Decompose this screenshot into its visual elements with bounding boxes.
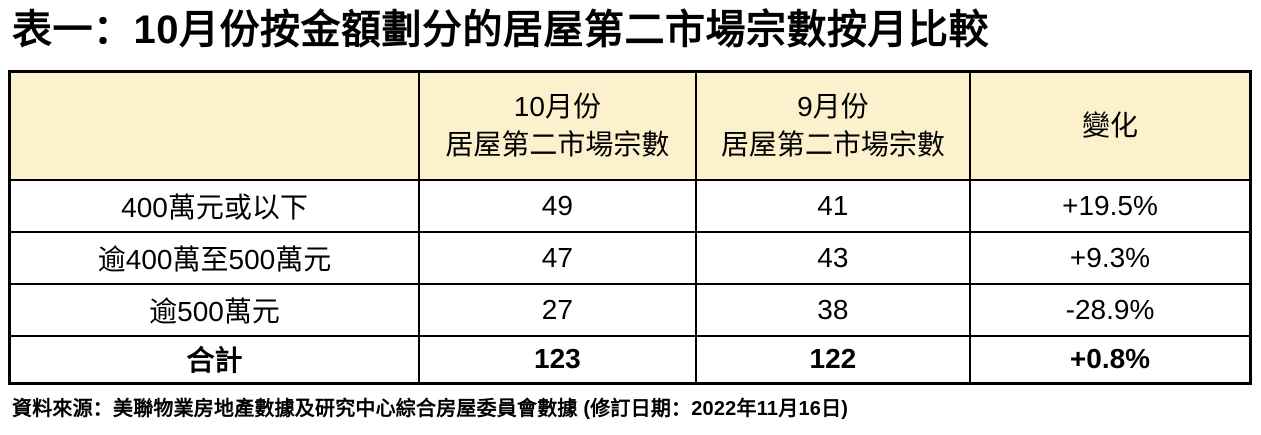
- table-row: 逾500萬元 27 38 -28.9%: [8, 282, 1252, 337]
- row-change-value: +9.3%: [969, 230, 1252, 285]
- row-label: 逾500萬元: [8, 282, 421, 337]
- row-september-value: 41: [694, 178, 972, 233]
- header-cell-change: 變化: [969, 70, 1252, 181]
- total-change-value: +0.8%: [969, 334, 1252, 385]
- table-row: 逾400萬至500萬元 47 43 +9.3%: [8, 230, 1252, 285]
- table-header: 10月份 居屋第二市場宗數 9月份 居屋第二市場宗數 變化: [8, 70, 1252, 181]
- data-source-note: 資料來源：美聯物業房地產數據及研究中心綜合房屋委員會數據 (修訂日期：2022年…: [12, 398, 849, 420]
- header-cell-october: 10月份 居屋第二市場宗數: [418, 70, 697, 181]
- row-september-value: 38: [694, 282, 972, 337]
- total-october-value: 123: [418, 334, 697, 385]
- table-body: 400萬元或以下 49 41 +19.5% 逾400萬至500萬元 47 43 …: [8, 178, 1252, 385]
- row-october-value: 49: [418, 178, 697, 233]
- total-september-value: 122: [694, 334, 972, 385]
- header-row: 10月份 居屋第二市場宗數 9月份 居屋第二市場宗數 變化: [8, 70, 1252, 181]
- page-title: 表一：10月份按金額劃分的居屋第二市場宗數按月比較: [12, 8, 989, 52]
- comparison-table: 10月份 居屋第二市場宗數 9月份 居屋第二市場宗數 變化 400萬元或以下 4…: [8, 70, 1252, 385]
- table-row: 400萬元或以下 49 41 +19.5%: [8, 178, 1252, 233]
- header-cell-september: 9月份 居屋第二市場宗數: [694, 70, 972, 181]
- total-row: 合計 123 122 +0.8%: [8, 334, 1252, 385]
- row-label: 400萬元或以下: [8, 178, 421, 233]
- row-change-value: +19.5%: [969, 178, 1252, 233]
- header-cell-label: [8, 70, 421, 181]
- row-october-value: 27: [418, 282, 697, 337]
- row-october-value: 47: [418, 230, 697, 285]
- row-september-value: 43: [694, 230, 972, 285]
- row-change-value: -28.9%: [969, 282, 1252, 337]
- total-label: 合計: [8, 334, 421, 385]
- row-label: 逾400萬至500萬元: [8, 230, 421, 285]
